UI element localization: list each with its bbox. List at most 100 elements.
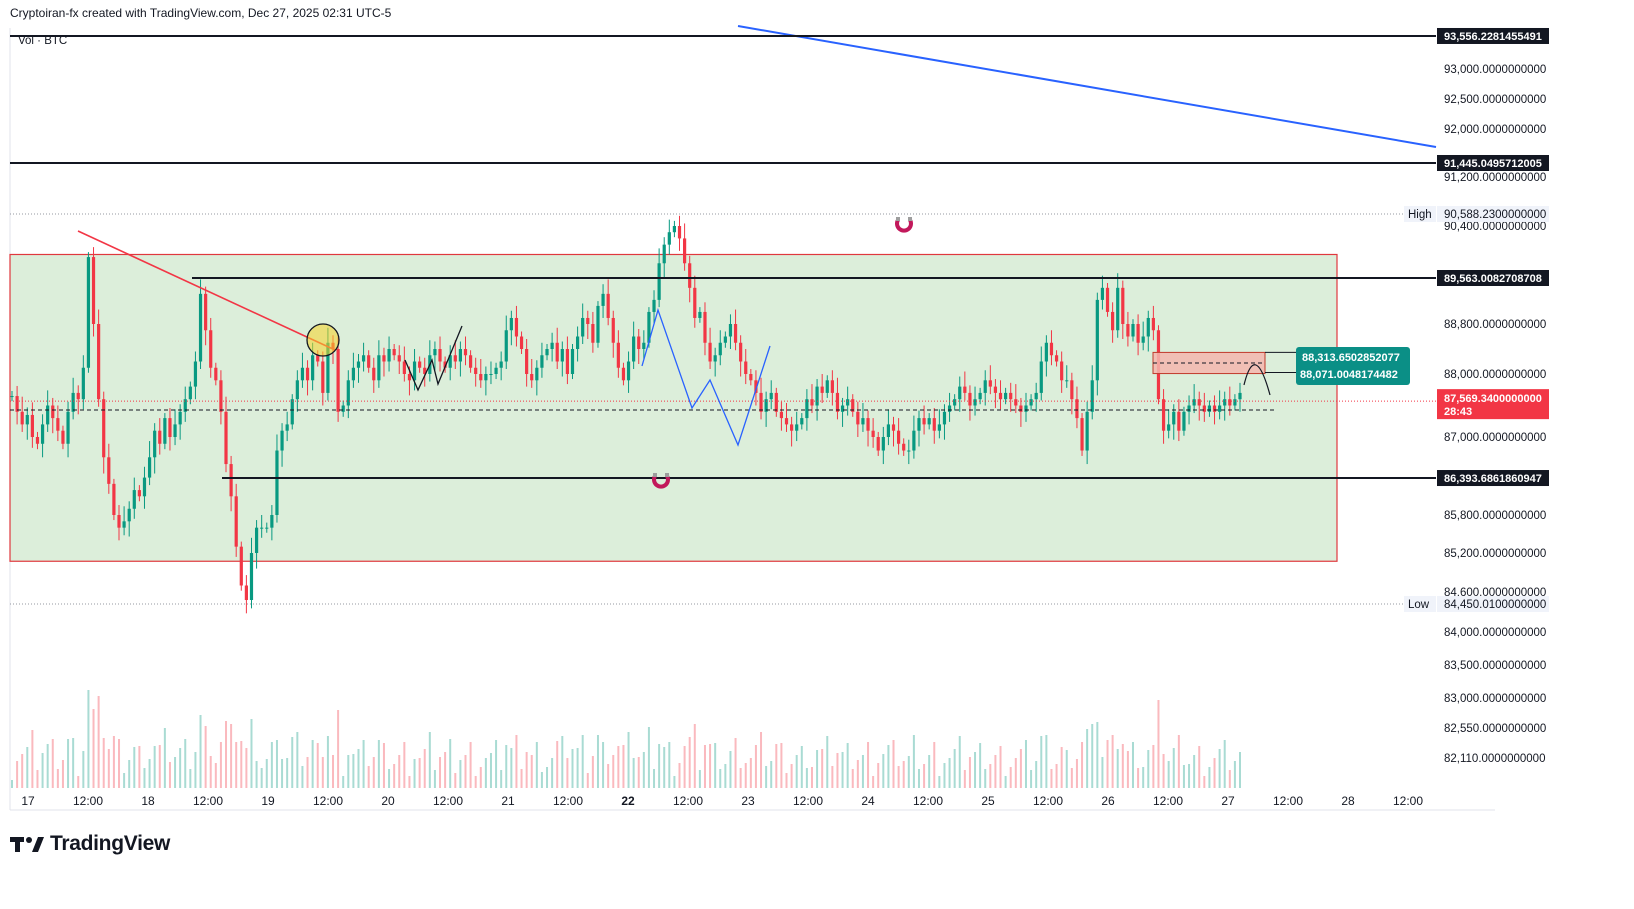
high-tag-box xyxy=(1404,205,1436,222)
candle-body xyxy=(886,424,891,437)
candle-body xyxy=(15,396,19,412)
candle-body xyxy=(56,418,60,431)
volume-bar xyxy=(265,759,268,788)
target-label-box xyxy=(1296,347,1410,385)
candle-body xyxy=(351,367,355,381)
candle-body xyxy=(897,430,901,444)
volume-bar xyxy=(729,751,732,788)
candle-body xyxy=(606,293,610,318)
volume-bar xyxy=(362,740,365,788)
magnet-icon[interactable] xyxy=(652,473,670,489)
candle-body xyxy=(40,424,45,444)
level-label-box xyxy=(1437,470,1549,487)
volume-bar xyxy=(484,758,487,788)
volume-bar xyxy=(1188,764,1191,788)
candle-body xyxy=(183,399,187,412)
high-price: 90,588.2300000000 xyxy=(1444,209,1546,221)
candle-body xyxy=(525,349,529,374)
volume-bar xyxy=(321,757,324,788)
volume-bar xyxy=(1239,752,1241,788)
volume-bar xyxy=(540,772,543,788)
candle-body xyxy=(978,392,982,400)
volume-bar xyxy=(1203,776,1206,788)
candle-body xyxy=(637,336,641,349)
volume-bar xyxy=(291,737,294,788)
volume-bar xyxy=(123,773,126,788)
candle-body xyxy=(137,490,141,497)
volume-bar xyxy=(785,773,788,788)
price-tick: 83,500.0000000000 xyxy=(1444,660,1546,672)
candle-body xyxy=(621,367,626,381)
volume-bar xyxy=(281,759,284,788)
drawings[interactable]: 88,313.6502852077 88,071.0048174482 xyxy=(10,25,1437,605)
low-tag-box xyxy=(1404,595,1436,612)
volume-bar xyxy=(1101,757,1104,788)
volume-bar xyxy=(917,769,920,788)
volume-bar xyxy=(1121,744,1124,788)
time-tick: 12:00 xyxy=(553,794,583,808)
volume-bar xyxy=(581,735,584,788)
candle-body xyxy=(856,411,860,425)
volume-bar xyxy=(1152,745,1155,788)
high-price-box xyxy=(1437,205,1549,222)
volume-bar xyxy=(337,710,340,788)
candle-body xyxy=(1228,399,1232,406)
time-tick: 12:00 xyxy=(1153,794,1183,808)
candle-body xyxy=(504,330,508,362)
red-trendline[interactable] xyxy=(77,230,336,351)
candle-body xyxy=(209,330,213,368)
candle-body xyxy=(1100,287,1105,300)
volume-bar xyxy=(214,763,217,788)
candle-body xyxy=(1141,336,1145,343)
time-tick: 20 xyxy=(381,794,395,808)
volume-bar xyxy=(433,770,436,788)
blue-trendline[interactable] xyxy=(737,25,1437,148)
volume-bar xyxy=(398,755,401,788)
volume-bar xyxy=(209,756,212,788)
volume-bar xyxy=(1142,767,1145,788)
blue-zigzag[interactable] xyxy=(641,307,771,447)
volume-bar xyxy=(576,748,579,788)
volume-bar xyxy=(963,770,966,788)
highlight-circle[interactable] xyxy=(306,323,340,357)
candle-body xyxy=(866,418,870,431)
candle-body xyxy=(1202,405,1206,412)
volume-bar xyxy=(515,735,518,788)
candle-body xyxy=(647,311,651,343)
candle-body xyxy=(321,361,325,393)
volume-bar xyxy=(97,696,100,788)
volume-bar xyxy=(143,768,146,788)
candle-body xyxy=(1197,399,1201,406)
candle-body xyxy=(540,355,544,368)
candle-body xyxy=(1146,317,1150,337)
price-tick: 85,800.0000000000 xyxy=(1444,510,1546,522)
magnet-icon[interactable] xyxy=(895,217,913,233)
volume-bar xyxy=(255,761,258,788)
volume-bar xyxy=(943,763,946,788)
candle-body xyxy=(387,349,391,362)
volume-bar xyxy=(617,746,620,788)
candle-body xyxy=(66,411,70,444)
projection-arrow[interactable] xyxy=(1243,364,1271,396)
black-zigzag[interactable] xyxy=(404,325,463,392)
candle-body xyxy=(433,349,437,356)
candle-body xyxy=(805,399,809,419)
candle-body xyxy=(392,349,396,356)
candle-body xyxy=(835,392,840,412)
volume-bar xyxy=(357,749,360,788)
candle-body xyxy=(774,392,778,412)
range-box[interactable] xyxy=(9,253,1338,562)
candle-body xyxy=(739,342,743,362)
volume-bar xyxy=(1208,767,1211,788)
candle-body xyxy=(423,367,427,374)
candle-body xyxy=(1024,405,1028,412)
candle-body xyxy=(723,336,727,343)
time-tick: 23 xyxy=(741,794,755,808)
volume-bar xyxy=(367,766,370,788)
volume-bar xyxy=(668,742,671,788)
candle-body xyxy=(112,483,116,515)
candle-body xyxy=(448,355,452,368)
volume-bar xyxy=(1060,747,1063,788)
candle-body xyxy=(703,311,707,343)
